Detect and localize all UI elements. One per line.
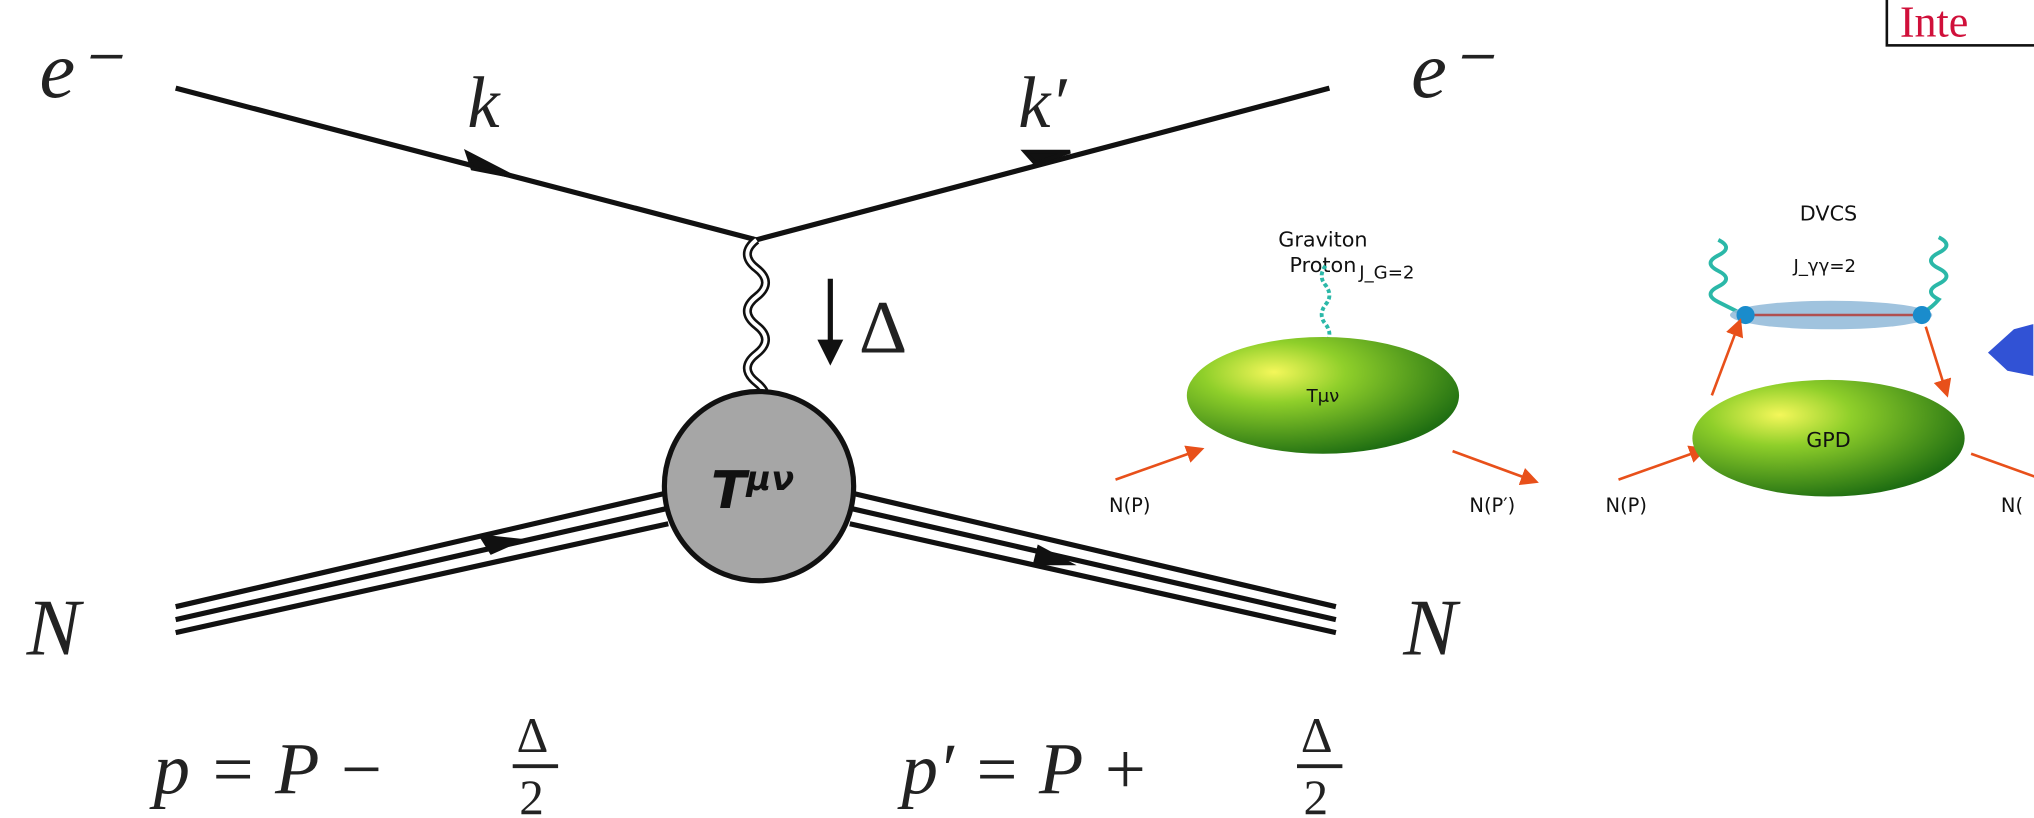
- nucleon-out-line: [1970, 452, 2034, 478]
- blob-label: Tμν: [1306, 386, 1340, 407]
- graviton-spin: J_G=2: [1358, 263, 1414, 284]
- nucleon-in-line: [1115, 445, 1205, 481]
- vertex-sup: μν: [745, 459, 794, 498]
- vertex: [661, 388, 857, 584]
- out-label: N(P′): [1469, 494, 1515, 517]
- dvcs-title: DVCS: [1800, 201, 1857, 225]
- corner-box: [1885, 0, 2034, 47]
- out-label: N(: [2001, 494, 2023, 517]
- photons: [1708, 235, 1949, 317]
- momentum-k-prime: k′: [1018, 62, 1067, 143]
- electron-lines: [175, 85, 1331, 243]
- scribble: [1987, 324, 2034, 376]
- vertex-dot: [1912, 305, 1931, 325]
- nucleon-lines: [175, 490, 1337, 636]
- blob-label: GPD: [1806, 428, 1851, 452]
- graviton-title: Graviton: [1278, 227, 1367, 251]
- graviton-title: Proton: [1290, 253, 1357, 277]
- nucleon-out: N: [1402, 584, 1461, 673]
- vertex-label: Tμν: [711, 459, 794, 521]
- electron-in: e⁻: [40, 26, 124, 115]
- blob: [1692, 379, 1965, 497]
- p-prime-num: Δ: [1301, 708, 1333, 763]
- vertex-dot: [1736, 305, 1755, 325]
- arrow-heads: [463, 149, 1071, 179]
- momentum-k: k: [467, 62, 501, 143]
- nucleon-out-line: [1452, 449, 1539, 486]
- blob: [1186, 337, 1460, 454]
- nucleon-in-line: [1618, 445, 1708, 481]
- delta: Δ: [859, 287, 907, 370]
- vertex-base: T: [711, 461, 750, 521]
- p-num: Δ: [517, 708, 549, 763]
- p-prime-formula: p′ = P +: [897, 728, 1150, 809]
- in-label: N(P): [1109, 494, 1150, 517]
- quark-line: [1710, 318, 1744, 396]
- dvcs-spin: J_γγ=2: [1793, 256, 1857, 277]
- p-den: 2: [519, 770, 544, 818]
- p-prime-den: 2: [1303, 770, 1328, 818]
- in-label: N(P): [1606, 494, 1647, 517]
- graviton: [1319, 264, 1332, 345]
- quark-line: [1924, 326, 1952, 398]
- electron-out: e⁻: [1411, 26, 1495, 115]
- delta-arrow-head: [817, 339, 844, 366]
- p-formula: p = P −: [149, 728, 386, 809]
- corner-label: Inte: [1900, 0, 1969, 46]
- nucleon-in: N: [26, 584, 85, 673]
